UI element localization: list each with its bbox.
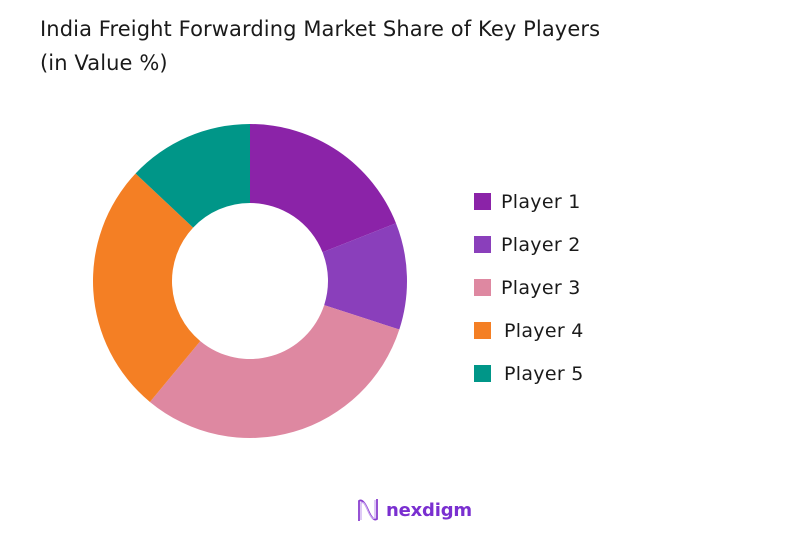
legend-item-player-3: Player 3: [474, 266, 584, 309]
legend-swatch-icon: [474, 193, 491, 210]
chart-title-line-2: (in Value %): [40, 51, 168, 75]
brand-logo: nexdigm: [356, 497, 472, 523]
legend-label: Player 3: [501, 276, 581, 299]
logo-text: nexdigm: [386, 499, 472, 521]
legend-label: Player 2: [501, 233, 581, 256]
nexdigm-wave-icon: [358, 499, 378, 521]
legend-item-player-4: Player 4: [474, 309, 584, 352]
legend-swatch-icon: [474, 365, 491, 382]
legend-label: Player 4: [504, 319, 584, 342]
legend-label: Player 1: [501, 190, 581, 213]
chart-title-line-1: India Freight Forwarding Market Share of…: [40, 17, 601, 41]
donut-slice-player-4: [93, 173, 201, 402]
legend-swatch-icon: [474, 279, 491, 296]
chart-legend: Player 1 Player 2 Player 3 Player 4 Play…: [474, 180, 584, 395]
legend-item-player-5: Player 5: [474, 352, 584, 395]
legend-item-player-2: Player 2: [474, 223, 584, 266]
donut-slice-player-2: [322, 223, 408, 330]
donut-slice-player-1: [250, 124, 396, 253]
legend-item-player-1: Player 1: [474, 180, 584, 223]
legend-swatch-icon: [474, 322, 491, 339]
legend-swatch-icon: [474, 236, 491, 253]
donut-slice-player-3: [149, 305, 400, 439]
chart-title: India Freight Forwarding Market Share of…: [40, 12, 760, 80]
legend-label: Player 5: [504, 362, 584, 385]
donut-slice-player-5: [135, 124, 250, 228]
